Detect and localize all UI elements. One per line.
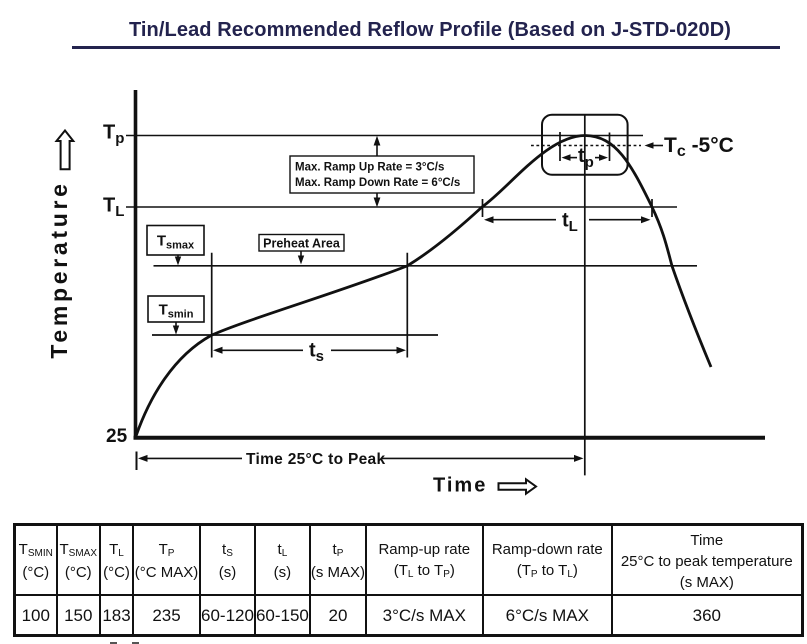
svg-text:Tsmin: Tsmin [159, 302, 194, 321]
svg-text:25: 25 [106, 426, 128, 447]
svg-text:Temperature: Temperature [46, 180, 72, 358]
svg-text:tL: tL [562, 210, 578, 236]
svg-text:Max. Ramp Down Rate = 6°C/s: Max. Ramp Down Rate = 6°C/s [295, 177, 460, 189]
svg-text:Time: Time [433, 475, 487, 497]
svg-text:Time 25°C to Peak: Time 25°C to Peak [246, 451, 385, 468]
svg-text:Max. Ramp Up Rate = 3°C/s: Max. Ramp Up Rate = 3°C/s [295, 162, 444, 174]
svg-text:Tc -5°C: Tc -5°C [664, 134, 734, 160]
svg-text:Tp: Tp [103, 122, 124, 148]
svg-text:ts: ts [309, 340, 324, 366]
svg-text:tp: tp [578, 145, 594, 171]
svg-text:Preheat Area: Preheat Area [263, 237, 341, 251]
svg-text:TL: TL [103, 195, 124, 221]
